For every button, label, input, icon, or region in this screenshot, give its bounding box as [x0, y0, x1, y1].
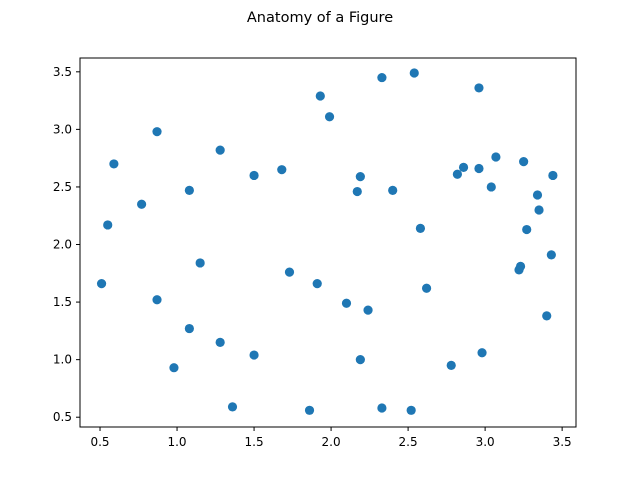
scatter-point-22: [352, 186, 362, 197]
scatter-point-6: [169, 363, 179, 373]
y-tick-label-0: 0.5: [53, 410, 72, 424]
axes-layer: 0.5 1.0 1.5 2.0 2.5 3.0 3.5 0.5 1.0 1.5 2.0 2.5 3.0 3…: [53, 57, 577, 449]
scatter-point-47: [542, 311, 552, 321]
x-tick-label-3: 2.0: [322, 435, 341, 449]
scatter-point-43: [519, 157, 529, 167]
plot-frame: [79, 57, 577, 428]
y-tick-label-5: 3.0: [53, 122, 72, 136]
scatter-point-17: [304, 405, 315, 415]
scatter-point-33: [446, 360, 456, 370]
scatter-point-49: [548, 170, 558, 181]
scatter-point-21: [341, 298, 352, 308]
scatter-point-16: [284, 267, 295, 277]
x-tick-label-1: 1.0: [167, 435, 186, 449]
scatter-point-30: [409, 68, 419, 78]
scatter-point-36: [474, 83, 484, 93]
x-tick-label-0: 0.5: [90, 435, 109, 449]
scatter-point-8: [184, 323, 194, 334]
scatter-point-20: [324, 112, 335, 122]
scatter-point-32: [421, 283, 432, 293]
scatter-point-19: [315, 91, 325, 101]
scatter-point-13: [249, 170, 259, 181]
scatter-point-24: [355, 355, 365, 365]
scatter-point-4: [152, 127, 162, 137]
scatter-point-48: [546, 250, 556, 260]
scatter-point-44: [522, 224, 532, 235]
y-tick-label-6: 3.5: [53, 65, 72, 79]
scatter-point-28: [388, 185, 398, 195]
y-tick-label-4: 2.5: [53, 180, 72, 194]
scatter-point-23: [355, 171, 365, 182]
scatter-point-12: [227, 402, 238, 412]
scatter-point-9: [195, 258, 205, 268]
y-tick-label-2: 1.5: [53, 295, 72, 309]
scatter-point-3: [137, 199, 147, 209]
y-tick-label-3: 2.0: [53, 238, 72, 252]
scatter-point-34: [452, 169, 462, 179]
scatter-point-26: [377, 72, 387, 83]
scatter-point-40: [491, 152, 501, 162]
x-tick-label-6: 3.5: [553, 435, 572, 449]
scatter-point-2: [109, 159, 119, 169]
scatter-point-0: [96, 279, 107, 289]
points-layer: [96, 68, 558, 415]
scatter-point-5: [152, 295, 162, 305]
scatter-point-31: [415, 223, 426, 233]
scatter-point-15: [277, 165, 287, 175]
scatter-point-46: [534, 205, 544, 215]
x-tick-label-2: 1.5: [245, 435, 264, 449]
scatter-point-45: [532, 190, 543, 200]
y-tick-label-1: 1.0: [53, 353, 72, 367]
scatter-point-10: [215, 145, 225, 155]
scatter-point-25: [363, 305, 373, 315]
scatter-point-7: [184, 185, 194, 195]
scatter-point-38: [477, 348, 487, 358]
scatter-point-18: [312, 279, 322, 289]
scatter-point-11: [215, 337, 225, 347]
scatter-point-35: [458, 162, 469, 172]
scatter-point-14: [249, 350, 259, 360]
scatter-point-37: [474, 163, 484, 174]
x-tick-label-5: 3.0: [476, 435, 495, 449]
scatter-point-39: [486, 182, 496, 192]
scatter-point-1: [103, 220, 113, 230]
scatter-point-27: [377, 403, 387, 413]
chart-title: Anatomy of a Figure: [247, 10, 393, 26]
x-tick-label-4: 2.5: [399, 435, 418, 449]
scatter-point-42: [515, 261, 526, 271]
scatter-point-29: [406, 405, 416, 415]
